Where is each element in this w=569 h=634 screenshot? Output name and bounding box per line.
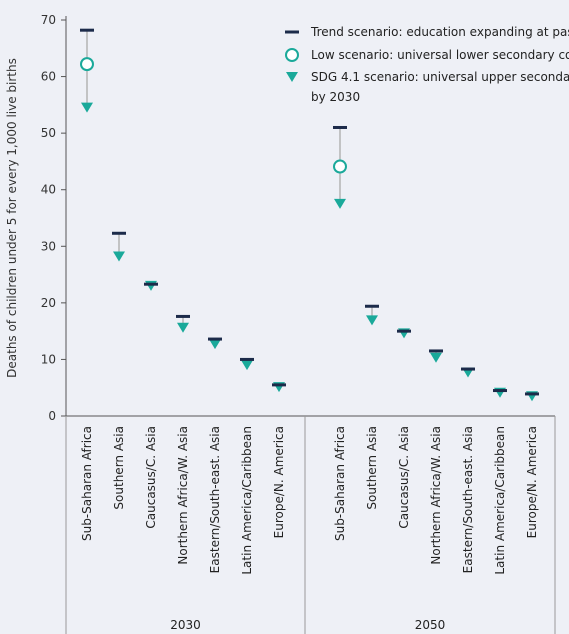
sdg-triangle-marker: [366, 315, 378, 326]
trend-dash-marker: [272, 383, 286, 387]
sdg-triangle-marker: [209, 339, 221, 350]
trend-dash-marker: [429, 349, 443, 353]
category-labels: Sub-Saharan Africa Southern Asia Caucasus/…: [80, 426, 539, 575]
trend-dash-marker: [365, 304, 379, 308]
trend-dash-marker: [80, 28, 94, 32]
trend-dash-marker: [397, 329, 411, 333]
trend-dash-marker: [208, 337, 222, 341]
y-axis-label: Deaths of children under 5 for every 1,0…: [5, 58, 19, 378]
data-marks: [80, 28, 539, 402]
category-label: Eastern/South-east. Asia: [208, 426, 222, 573]
legend: Trend scenario: education expanding at p…: [285, 25, 569, 104]
category-label: Southern Asia: [112, 426, 126, 510]
y-tick-label: 70: [41, 13, 56, 27]
sdg-triangle-marker: [113, 251, 125, 262]
y-tick-label: 60: [41, 70, 56, 84]
category-label: Latin America/Caribbean: [240, 426, 254, 575]
category-label: Caucasus/C. Asia: [397, 426, 411, 529]
y-tick-label: 10: [41, 352, 56, 366]
trend-dash-marker: [240, 357, 254, 361]
low-circle-marker: [333, 159, 347, 174]
trend-dash-marker: [493, 389, 507, 393]
category-label: Eastern/South-east. Asia: [461, 426, 475, 573]
y-tick-label: 30: [41, 239, 56, 253]
low-circle-marker: [80, 57, 94, 72]
y-tick-label: 0: [48, 409, 56, 423]
category-label: Europe/N. America: [525, 426, 539, 538]
category-label: Sub-Saharan Africa: [80, 426, 94, 541]
sdg-triangle-marker: [81, 102, 93, 113]
sdg-triangle-marker: [430, 352, 442, 363]
trend-dash-marker: [176, 314, 190, 318]
legend-label: by 2030: [311, 90, 360, 104]
legend-trend-marker: [285, 30, 299, 34]
category-label: Sub-Saharan Africa: [333, 426, 347, 541]
sdg-triangle-marker: [177, 322, 189, 333]
legend-label: Low scenario: universal lower secondary …: [311, 48, 569, 62]
axes-layer: [61, 16, 556, 634]
trend-dash-marker: [144, 282, 158, 286]
category-label: Northern Africa/W. Asia: [429, 426, 443, 565]
sdg-triangle-marker: [241, 360, 253, 371]
trend-dash-marker: [461, 367, 475, 371]
category-label: Northern Africa/W. Asia: [176, 426, 190, 565]
trend-dash-marker: [112, 231, 126, 235]
category-label: Latin America/Caribbean: [493, 426, 507, 575]
trend-dash-marker: [525, 392, 539, 396]
category-label: Europe/N. America: [272, 426, 286, 538]
category-label: Southern Asia: [365, 426, 379, 510]
year-label: 2030: [170, 618, 201, 632]
y-tick-label: 40: [41, 183, 56, 197]
y-tick-label: 20: [41, 296, 56, 310]
legend-label: SDG 4.1 scenario: universal upper second…: [311, 70, 569, 84]
y-axis-ticks: 0 10 20 30 40 50 60 70: [41, 13, 56, 423]
y-tick-label: 50: [41, 126, 56, 140]
category-label: Caucasus/C. Asia: [144, 426, 158, 529]
trend-dash-marker: [333, 125, 347, 129]
sdg-triangle-marker: [334, 198, 346, 209]
legend-sdg-marker: [286, 72, 298, 82]
legend-low-marker: [285, 48, 299, 62]
year-labels: 2030 2050: [170, 618, 445, 632]
legend-label: Trend scenario: education expanding at p…: [310, 25, 569, 39]
sdg-triangle-marker: [145, 280, 157, 291]
year-label: 2050: [415, 618, 446, 632]
